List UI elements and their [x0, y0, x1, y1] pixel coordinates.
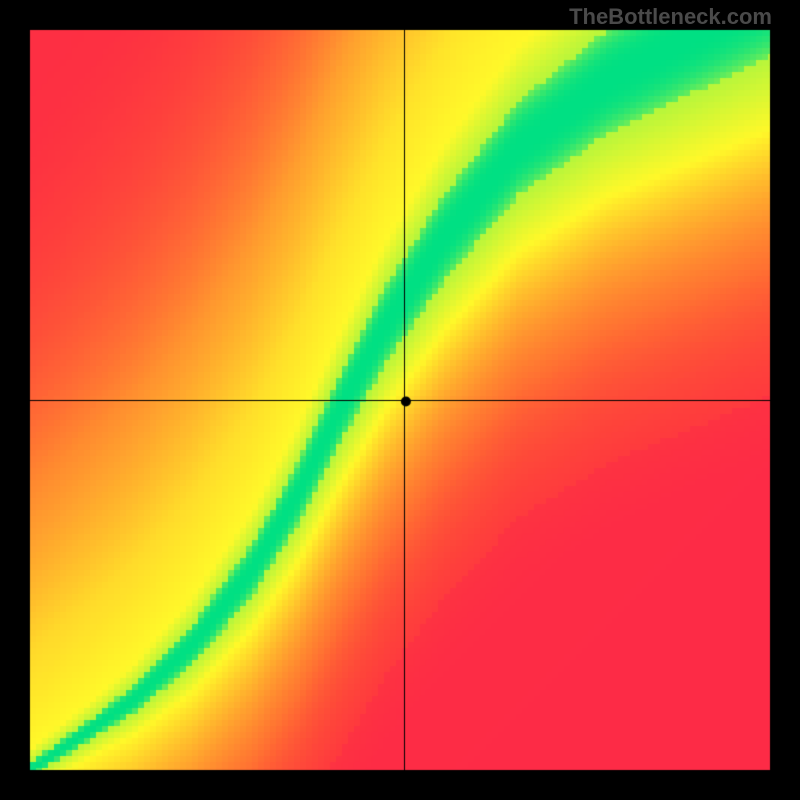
- watermark-text: TheBottleneck.com: [569, 4, 772, 30]
- chart-container: TheBottleneck.com: [0, 0, 800, 800]
- bottleneck-heatmap: [0, 0, 800, 800]
